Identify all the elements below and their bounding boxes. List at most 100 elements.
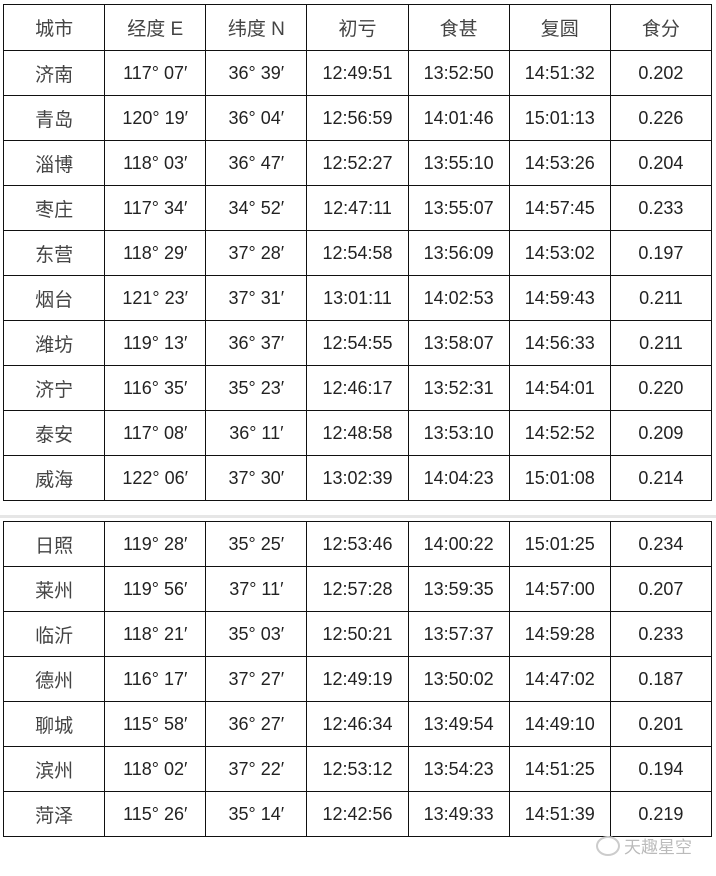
- table-row: 潍坊 119° 13′ 36° 37′ 12:54:55 13:58:07 14:56:3…: [2, 320, 713, 366]
- eclipse-table-2: 日照 119° 28′ 35° 25′ 12:53:46 14:00:22 15:01:2…: [2, 521, 713, 837]
- cell-city: 菏泽: [2, 791, 106, 837]
- cell-latitude: 34° 52′: [205, 185, 308, 231]
- cell-maximum: 14:02:53: [407, 275, 510, 321]
- cell-first-contact: 12:46:34: [306, 701, 409, 747]
- header-maximum: 食甚: [407, 4, 510, 51]
- cell-magnitude: 0.194: [609, 746, 713, 792]
- cell-latitude: 35° 25′: [205, 521, 308, 567]
- cell-last-contact: 14:49:10: [508, 701, 611, 747]
- cell-city: 淄博: [2, 140, 106, 186]
- cell-latitude: 36° 47′: [205, 140, 308, 186]
- cell-first-contact: 12:57:28: [306, 566, 409, 612]
- table-row: 枣庄 117° 34′ 34° 52′ 12:47:11 13:55:07 14:57:4…: [2, 185, 713, 231]
- cell-latitude: 36° 11′: [205, 410, 308, 456]
- cell-latitude: 35° 14′: [205, 791, 308, 837]
- cell-maximum: 13:59:35: [407, 566, 510, 612]
- cell-first-contact: 12:49:51: [306, 50, 409, 96]
- cell-latitude: 36° 27′: [205, 701, 308, 747]
- watermark-text: 天趣星空: [624, 838, 692, 858]
- cell-city: 济南: [2, 50, 106, 96]
- cell-latitude: 36° 37′: [205, 320, 308, 366]
- header-longitude: 经度 E: [104, 4, 207, 51]
- cell-city: 德州: [2, 656, 106, 702]
- cell-first-contact: 12:49:19: [306, 656, 409, 702]
- cell-last-contact: 14:53:02: [508, 230, 611, 276]
- cell-maximum: 13:52:31: [407, 365, 510, 411]
- cell-longitude: 117° 34′: [104, 185, 207, 231]
- cell-latitude: 37° 30′: [205, 455, 308, 501]
- cell-last-contact: 14:57:45: [508, 185, 611, 231]
- table-row: 济南 117° 07′ 36° 39′ 12:49:51 13:52:50 14:51:3…: [2, 50, 713, 96]
- cell-maximum: 13:58:07: [407, 320, 510, 366]
- cell-latitude: 35° 23′: [205, 365, 308, 411]
- cell-magnitude: 0.207: [609, 566, 713, 612]
- cell-longitude: 118° 03′: [104, 140, 207, 186]
- cell-maximum: 13:55:10: [407, 140, 510, 186]
- header-row: 城市 经度 E 纬度 N 初亏 食甚 复圆 食分: [2, 4, 713, 51]
- cell-longitude: 117° 08′: [104, 410, 207, 456]
- cell-latitude: 35° 03′: [205, 611, 308, 657]
- cell-city: 东营: [2, 230, 106, 276]
- cell-first-contact: 13:01:11: [306, 275, 409, 321]
- cell-longitude: 119° 28′: [104, 521, 207, 567]
- cell-last-contact: 14:59:28: [508, 611, 611, 657]
- cell-city: 潍坊: [2, 320, 106, 366]
- table-row: 日照 119° 28′ 35° 25′ 12:53:46 14:00:22 15:01:2…: [2, 521, 713, 567]
- header-last-contact: 复圆: [508, 4, 611, 51]
- cell-maximum: 13:57:37: [407, 611, 510, 657]
- cell-latitude: 37° 22′: [205, 746, 308, 792]
- cell-maximum: 13:49:54: [407, 701, 510, 747]
- table-row: 烟台 121° 23′ 37° 31′ 13:01:11 14:02:53 14:59:4…: [2, 275, 713, 321]
- divider: [0, 515, 716, 518]
- table-row: 淄博 118° 03′ 36° 47′ 12:52:27 13:55:10 14:53:2…: [2, 140, 713, 186]
- cell-last-contact: 15:01:25: [508, 521, 611, 567]
- cell-maximum: 13:53:10: [407, 410, 510, 456]
- cell-maximum: 13:49:33: [407, 791, 510, 837]
- cell-magnitude: 0.211: [609, 320, 713, 366]
- cell-maximum: 13:50:02: [407, 656, 510, 702]
- eclipse-table-1: 城市 经度 E 纬度 N 初亏 食甚 复圆 食分 济南 117° 07′ 36° 39′ 12:49…: [2, 4, 713, 501]
- cell-city: 威海: [2, 455, 106, 501]
- cell-city: 莱州: [2, 566, 106, 612]
- cell-latitude: 36° 04′: [205, 95, 308, 141]
- cell-magnitude: 0.209: [609, 410, 713, 456]
- table-row: 威海 122° 06′ 37° 30′ 13:02:39 14:04:23 15:01:0…: [2, 455, 713, 501]
- header-magnitude: 食分: [609, 4, 713, 51]
- cell-longitude: 116° 17′: [104, 656, 207, 702]
- cell-longitude: 115° 58′: [104, 701, 207, 747]
- wechat-icon: [596, 835, 620, 856]
- cell-last-contact: 15:01:08: [508, 455, 611, 501]
- table-row: 聊城 115° 58′ 36° 27′ 12:46:34 13:49:54 14:49:1…: [2, 701, 713, 747]
- cell-magnitude: 0.187: [609, 656, 713, 702]
- cell-longitude: 115° 26′: [104, 791, 207, 837]
- cell-last-contact: 14:47:02: [508, 656, 611, 702]
- cell-last-contact: 15:01:13: [508, 95, 611, 141]
- cell-magnitude: 0.233: [609, 185, 713, 231]
- cell-city: 青岛: [2, 95, 106, 141]
- cell-magnitude: 0.219: [609, 791, 713, 837]
- cell-first-contact: 12:47:11: [306, 185, 409, 231]
- cell-first-contact: 12:54:55: [306, 320, 409, 366]
- cell-first-contact: 12:48:58: [306, 410, 409, 456]
- cell-maximum: 13:52:50: [407, 50, 510, 96]
- cell-maximum: 14:01:46: [407, 95, 510, 141]
- cell-magnitude: 0.214: [609, 455, 713, 501]
- cell-last-contact: 14:51:25: [508, 746, 611, 792]
- cell-city: 枣庄: [2, 185, 106, 231]
- table-row: 德州 116° 17′ 37° 27′ 12:49:19 13:50:02 14:47:0…: [2, 656, 713, 702]
- cell-magnitude: 0.220: [609, 365, 713, 411]
- cell-magnitude: 0.234: [609, 521, 713, 567]
- table-row: 莱州 119° 56′ 37° 11′ 12:57:28 13:59:35 14:57:0…: [2, 566, 713, 612]
- header-first-contact: 初亏: [306, 4, 409, 51]
- cell-longitude: 118° 29′: [104, 230, 207, 276]
- cell-latitude: 37° 27′: [205, 656, 308, 702]
- header-latitude: 纬度 N: [205, 4, 308, 51]
- cell-last-contact: 14:51:32: [508, 50, 611, 96]
- cell-longitude: 117° 07′: [104, 50, 207, 96]
- cell-magnitude: 0.226: [609, 95, 713, 141]
- cell-first-contact: 12:53:46: [306, 521, 409, 567]
- cell-longitude: 118° 21′: [104, 611, 207, 657]
- cell-last-contact: 14:51:39: [508, 791, 611, 837]
- cell-longitude: 121° 23′: [104, 275, 207, 321]
- cell-city: 滨州: [2, 746, 106, 792]
